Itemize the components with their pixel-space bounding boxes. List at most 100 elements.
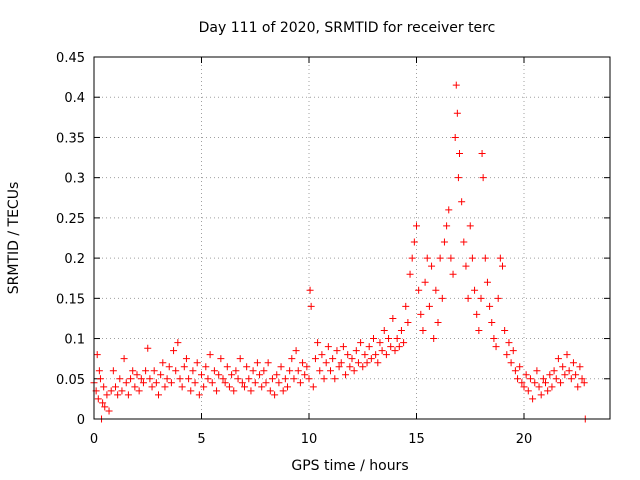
data-point (176, 375, 184, 383)
data-point (219, 375, 227, 383)
data-point (481, 254, 489, 262)
data-point (415, 286, 423, 294)
data-point (486, 302, 494, 310)
axis-ticks: 0 0.05 0.1 0.15 0.2 0.25 0.3 0.35 0.4 0.45 0 5 10 15 2… (56, 51, 610, 447)
data-point (544, 387, 552, 395)
data-point (93, 351, 101, 359)
data-point (112, 383, 119, 391)
data-point (505, 339, 513, 347)
data-point (344, 351, 352, 359)
data-point (335, 363, 343, 371)
data-point (180, 363, 188, 371)
data-point (152, 379, 160, 387)
data-point (466, 222, 474, 230)
data-point (182, 355, 190, 363)
data-point (539, 375, 547, 383)
data-point (395, 343, 403, 351)
data-point (509, 347, 517, 355)
data-point (460, 238, 468, 246)
y-tick-label: 0 (77, 413, 85, 428)
x-tick-label: 20 (516, 432, 533, 447)
data-point (96, 375, 104, 383)
data-point (223, 363, 231, 371)
data-point (193, 359, 201, 367)
data-point (144, 344, 152, 352)
data-point (238, 379, 246, 387)
data-point (478, 150, 486, 158)
data-point (462, 262, 470, 270)
data-point (477, 294, 485, 302)
data-point (333, 347, 341, 355)
data-point (247, 387, 255, 395)
y-tick-label: 0.05 (56, 373, 85, 388)
data-point (385, 335, 393, 343)
data-point (187, 387, 195, 395)
data-point (331, 375, 339, 383)
data-point (494, 294, 502, 302)
data-point (279, 387, 287, 395)
data-point (423, 254, 431, 262)
data-point (95, 367, 103, 375)
data-point (402, 302, 410, 310)
data-point (380, 327, 388, 335)
data-point (195, 391, 203, 399)
data-points (90, 81, 589, 423)
y-tick-label: 0.2 (64, 252, 85, 267)
data-point (367, 355, 375, 363)
data-point (288, 355, 296, 363)
data-point (159, 359, 167, 367)
data-point (309, 383, 317, 391)
data-point (268, 375, 276, 383)
data-point (535, 383, 543, 391)
data-point (531, 379, 539, 387)
data-point (453, 109, 461, 117)
data-point (550, 367, 558, 375)
data-point (305, 375, 313, 383)
data-point (155, 391, 162, 399)
data-point (348, 355, 356, 363)
data-point (456, 150, 463, 158)
x-tick-label: 10 (301, 432, 318, 447)
data-point (503, 351, 511, 359)
data-point (382, 351, 390, 359)
data-point (114, 391, 122, 399)
data-point (428, 262, 436, 270)
data-point (499, 262, 506, 270)
data-point (120, 355, 128, 363)
data-point (533, 367, 541, 375)
data-point (163, 375, 171, 383)
data-point (352, 347, 360, 355)
data-point (552, 375, 560, 383)
data-point (557, 379, 565, 387)
data-point (542, 379, 549, 387)
data-point (234, 375, 242, 383)
data-point (410, 238, 418, 246)
data-point (273, 371, 281, 379)
data-point (253, 359, 261, 367)
data-point (135, 387, 143, 395)
data-point (301, 371, 309, 379)
data-point (374, 359, 382, 367)
data-point (202, 363, 210, 371)
data-point (131, 383, 139, 391)
data-point (281, 375, 289, 383)
data-point (185, 375, 193, 383)
data-point (447, 254, 455, 262)
data-point (118, 387, 126, 395)
data-point (99, 399, 107, 407)
data-point (307, 302, 315, 310)
data-point (324, 343, 332, 351)
data-point (378, 347, 386, 355)
data-point (294, 367, 302, 375)
data-point (445, 206, 453, 214)
data-point (170, 347, 178, 355)
data-point (286, 367, 294, 375)
data-point (468, 254, 476, 262)
data-point (413, 222, 420, 230)
data-point (225, 383, 233, 391)
data-point (443, 222, 451, 230)
data-point (342, 371, 350, 379)
data-point (228, 371, 236, 379)
data-point (559, 363, 567, 371)
